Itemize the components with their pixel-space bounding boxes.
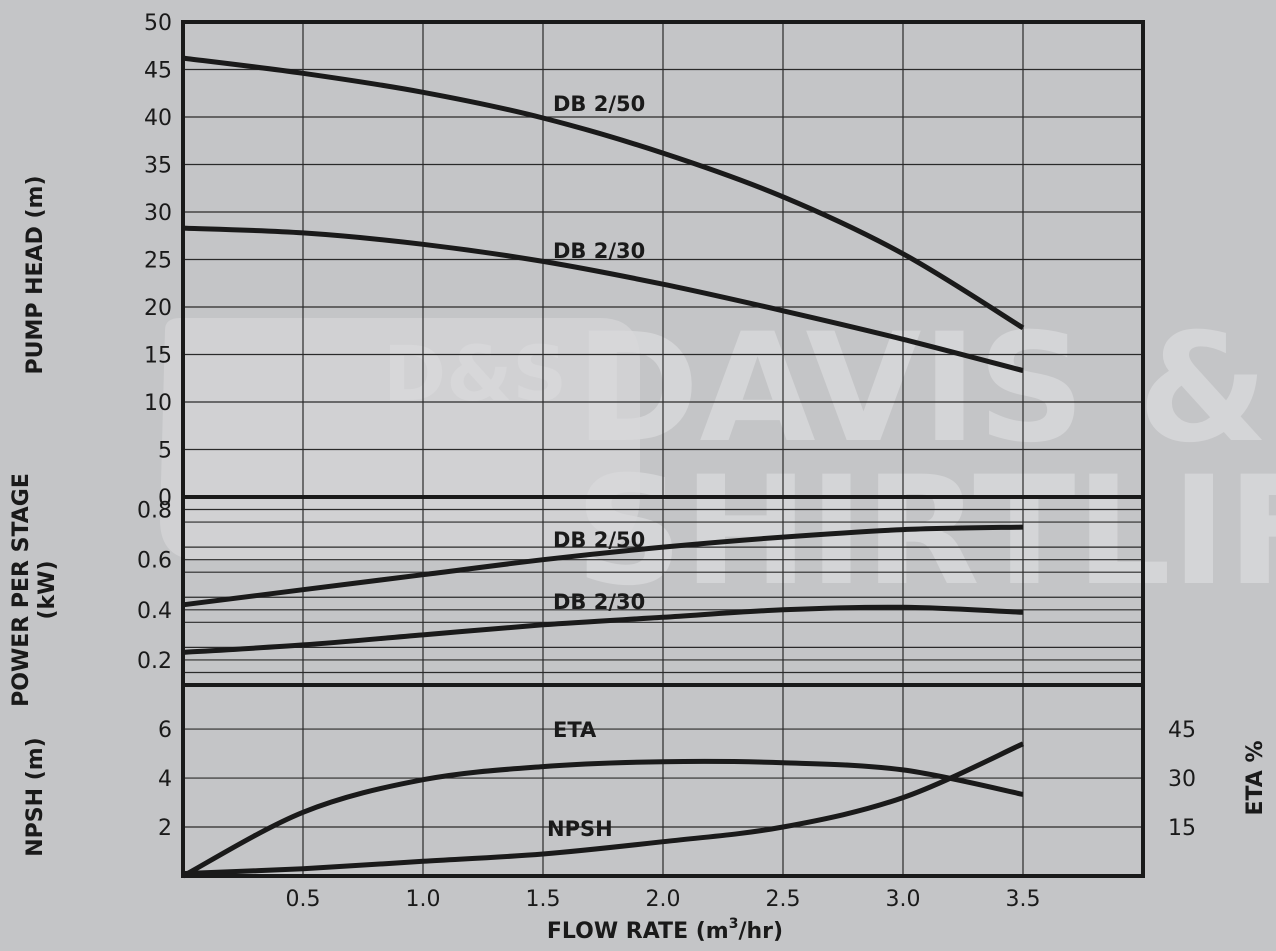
- x-tick-label: 1.5: [526, 887, 561, 912]
- watermark-line2: SHIRTLIFF: [575, 445, 1276, 619]
- y-tick-label-head: 25: [144, 249, 172, 274]
- watermark-line1: DAVIS &: [575, 302, 1268, 476]
- y-tick-label-power: 0.2: [137, 649, 172, 674]
- series-npsh-label: NPSH: [547, 817, 613, 841]
- y-tick-label-head: 40: [144, 106, 172, 131]
- series-power-db230-label: DB 2/30: [553, 590, 645, 614]
- y-tick-label-head: 15: [144, 344, 172, 369]
- y-axis-label-eta: ETA %: [1243, 740, 1268, 815]
- x-tick-label: 3.0: [886, 887, 921, 912]
- series-eta: [181, 758, 1024, 879]
- grid-layer: [183, 22, 1143, 876]
- y-tick-label-head: 35: [144, 154, 172, 179]
- y-tick-label-eta: 30: [1168, 767, 1196, 792]
- series-npsh: [182, 741, 1025, 877]
- series-head-db230-label: DB 2/30: [553, 239, 645, 263]
- x-tick-label: 3.5: [1006, 887, 1041, 912]
- series-head-db230: [182, 225, 1024, 374]
- x-tick-label: 2.5: [766, 887, 801, 912]
- y-tick-label-head: 50: [144, 11, 172, 36]
- y-tick-label-npsh: 6: [158, 718, 172, 743]
- series-power-db230: [182, 604, 1024, 655]
- x-tick-label: 2.0: [646, 887, 681, 912]
- plot-frame: [181, 20, 1145, 878]
- y-tick-label-head: 45: [144, 59, 172, 84]
- curve-layer: DB 2/50 DB 2/30 DB 2/50 DB 2/30 ETA NPSH: [181, 55, 1025, 879]
- series-head-db250: [182, 55, 1025, 331]
- watermark-logo: D&S: [383, 329, 567, 418]
- y-tick-label-head: 0: [158, 486, 172, 511]
- x-axis-label-main: FLOW RATE (m: [547, 919, 729, 944]
- y-tick-label-head: 5: [158, 439, 172, 464]
- watermark: D&S DAVIS & SHIRTLIFF: [160, 302, 1276, 619]
- y-tick-label-eta: 45: [1168, 718, 1196, 743]
- y-axis-label-power-line2: (kW): [35, 560, 60, 619]
- y-tick-label-eta: 15: [1168, 816, 1196, 841]
- series-power-db250: [182, 524, 1024, 608]
- y-axis-label-npsh: NPSH (m): [23, 737, 48, 857]
- x-axis-label-end: /hr): [738, 919, 783, 944]
- y-axis-label-head: PUMP HEAD (m): [23, 175, 48, 374]
- y-tick-label-power: 0.4: [137, 599, 172, 624]
- x-axis-label-sup: 3: [729, 916, 739, 932]
- y-axis-label-power-line1: POWER PER STAGE: [9, 473, 34, 707]
- y-tick-label-head: 20: [144, 296, 172, 321]
- watermark-wave-shape: [160, 318, 640, 560]
- y-tick-label-npsh: 4: [158, 767, 172, 792]
- x-axis-label: FLOW RATE (m3/hr): [547, 916, 783, 944]
- y-tick-label-head: 10: [144, 391, 172, 416]
- x-tick-label: 0.5: [286, 887, 321, 912]
- y-tick-label-head: 30: [144, 201, 172, 226]
- x-tick-label: 1.0: [406, 887, 441, 912]
- y-axis-label-power: POWER PER STAGE(kW): [9, 473, 60, 707]
- series-head-db250-label: DB 2/50: [553, 92, 645, 116]
- series-power-db250-label: DB 2/50: [553, 528, 645, 552]
- y-tick-label-power: 0.6: [137, 549, 172, 574]
- y-tick-label-npsh: 2: [158, 816, 172, 841]
- frame-layer: [181, 20, 1145, 878]
- series-eta-label: ETA: [553, 718, 597, 742]
- y-tick-label-power: 0.8: [137, 499, 172, 524]
- tick-layer: 0.5 1.0 1.5 2.0 2.5 3.0 3.5 0 5 10 15 20 25 30 35 40 45 5…: [137, 11, 1196, 912]
